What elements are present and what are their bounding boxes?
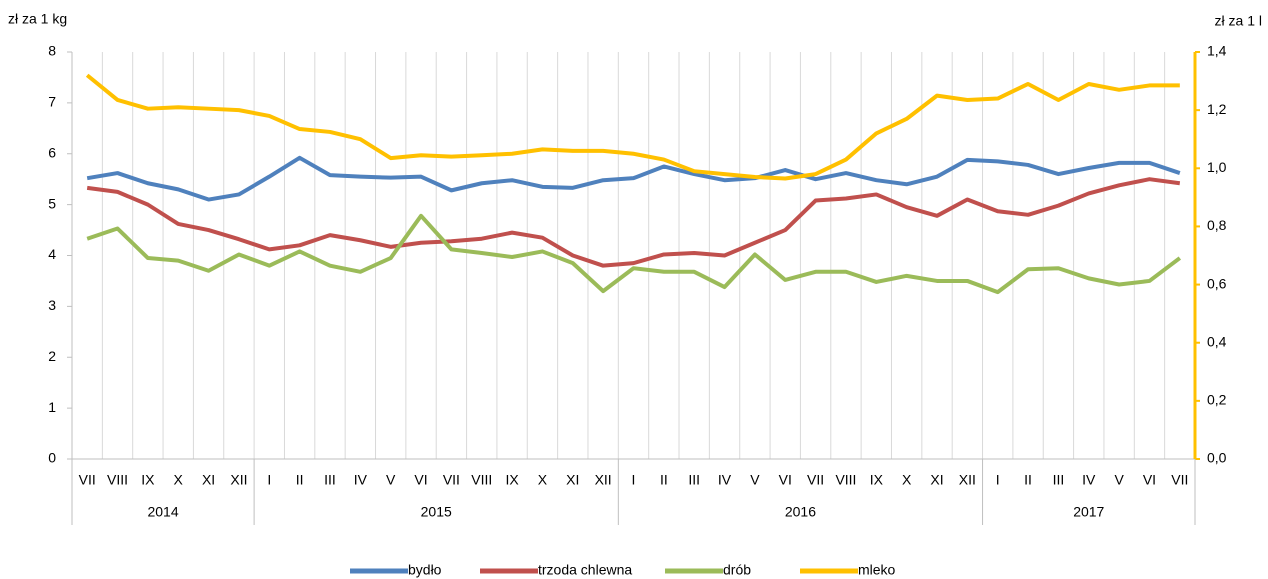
x-tick-label: X xyxy=(174,472,184,488)
x-tick-label: VI xyxy=(414,472,427,488)
y2-tick-label: 1,4 xyxy=(1207,43,1227,59)
x-tick-label: VIII xyxy=(835,472,856,488)
y-tick-label: 4 xyxy=(48,246,56,262)
y-tick-label: 6 xyxy=(48,144,56,160)
x-tick-label: IX xyxy=(870,472,884,488)
y2-tick-label: 0,0 xyxy=(1207,450,1227,466)
x-tick-label: XI xyxy=(566,472,579,488)
x-tick-label: III xyxy=(688,472,700,488)
x-tick-label: VI xyxy=(779,472,792,488)
x-tick-label: I xyxy=(996,472,1000,488)
x-tick-label: VI xyxy=(1143,472,1156,488)
y-tick-label: 8 xyxy=(48,43,56,59)
group-label: 2014 xyxy=(147,504,178,520)
x-tick-label: VII xyxy=(807,472,824,488)
group-label: 2016 xyxy=(785,504,816,520)
x-tick-label: VIII xyxy=(471,472,492,488)
x-tick-label: XII xyxy=(959,472,976,488)
x-tick-label: III xyxy=(324,472,336,488)
x-tick-label: II xyxy=(660,472,668,488)
legend-label: trzoda chlewna xyxy=(538,562,632,578)
y-tick-label: 7 xyxy=(48,94,56,110)
y-tick-label: 0 xyxy=(48,450,56,466)
y-axis-title: zł za 1 kg xyxy=(8,11,67,27)
y-tick-label: 2 xyxy=(48,348,56,364)
y2-tick-label: 0,4 xyxy=(1207,333,1227,349)
y-tick-label: 1 xyxy=(48,399,56,415)
x-tick-label: VIII xyxy=(107,472,128,488)
x-tick-label: IV xyxy=(354,472,368,488)
y2-tick-label: 1,0 xyxy=(1207,159,1227,175)
legend-label: bydło xyxy=(408,562,442,578)
y2-tick-label: 0,2 xyxy=(1207,392,1227,408)
x-tick-label: VII xyxy=(443,472,460,488)
x-tick-label: V xyxy=(386,472,396,488)
x-tick-label: II xyxy=(1024,472,1032,488)
x-tick-label: XI xyxy=(930,472,943,488)
group-label: 2015 xyxy=(421,504,452,520)
x-tick-label: II xyxy=(296,472,304,488)
x-tick-label: XI xyxy=(202,472,215,488)
series-line xyxy=(86,155,1181,202)
legend-label: mleko xyxy=(858,562,896,578)
y2-tick-label: 0,8 xyxy=(1207,217,1227,233)
x-tick-label: IV xyxy=(718,472,732,488)
series-line xyxy=(86,213,1182,295)
x-tick-label: XII xyxy=(230,472,247,488)
y-tick-label: 3 xyxy=(48,297,56,313)
x-tick-label: IX xyxy=(141,472,155,488)
x-tick-label: VII xyxy=(79,472,96,488)
y2-tick-label: 1,2 xyxy=(1207,101,1227,117)
x-tick-label: VII xyxy=(1171,472,1188,488)
x-tick-label: IX xyxy=(505,472,519,488)
legend-label: drób xyxy=(723,562,751,578)
series-line xyxy=(86,177,1181,268)
group-label: 2017 xyxy=(1073,504,1104,520)
x-tick-label: V xyxy=(1114,472,1124,488)
x-tick-label: X xyxy=(902,472,912,488)
x-tick-label: IV xyxy=(1082,472,1096,488)
x-tick-label: I xyxy=(632,472,636,488)
x-tick-label: V xyxy=(750,472,760,488)
x-tick-label: X xyxy=(538,472,548,488)
x-tick-label: XII xyxy=(595,472,612,488)
y2-tick-label: 0,6 xyxy=(1207,275,1227,291)
y2-axis-title: zł za 1 l xyxy=(1215,13,1262,29)
x-tick-label: I xyxy=(267,472,271,488)
y-tick-label: 5 xyxy=(48,195,56,211)
x-tick-label: III xyxy=(1053,472,1065,488)
series-line xyxy=(85,73,1180,181)
